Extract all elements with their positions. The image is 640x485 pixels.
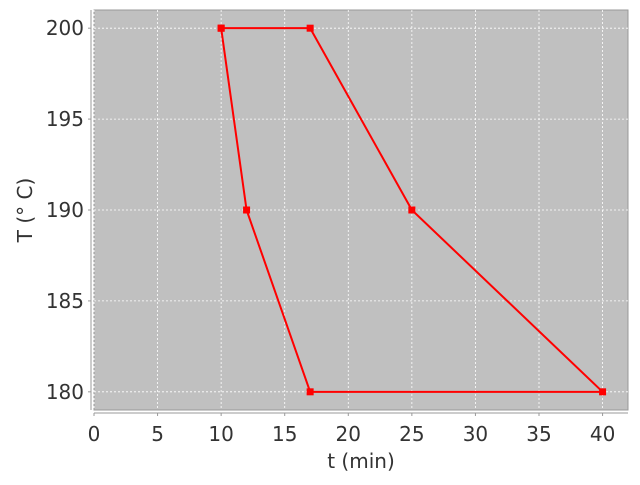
- data-point: [217, 24, 225, 32]
- y-tick-label: 180: [46, 380, 84, 404]
- x-tick-label: 5: [151, 422, 164, 446]
- series: [217, 24, 607, 396]
- data-point: [243, 206, 251, 214]
- data-point: [306, 24, 314, 32]
- x-tick-label: 15: [272, 422, 297, 446]
- x-tick-label: 0: [88, 422, 101, 446]
- y-tick-label: 200: [46, 16, 84, 40]
- x-axis-label: t (min): [327, 449, 395, 473]
- data-point: [599, 388, 607, 396]
- grid: [93, 10, 628, 410]
- x-tick-label: 40: [590, 422, 615, 446]
- axes: 0 5 10 15 20 25 30 35 40 180 185 190 195 200: [46, 10, 628, 446]
- y-tick-label: 190: [46, 198, 84, 222]
- x-tick-label: 20: [336, 422, 361, 446]
- x-tick-label: 35: [526, 422, 551, 446]
- x-tick-label: 10: [208, 422, 233, 446]
- data-point: [408, 206, 416, 214]
- y-tick-label: 195: [46, 107, 84, 131]
- x-tick-label: 25: [399, 422, 424, 446]
- x-tick-label: 30: [463, 422, 488, 446]
- data-point: [306, 388, 314, 396]
- y-tick-label: 185: [46, 289, 84, 313]
- y-axis-label: T (° C): [13, 178, 37, 244]
